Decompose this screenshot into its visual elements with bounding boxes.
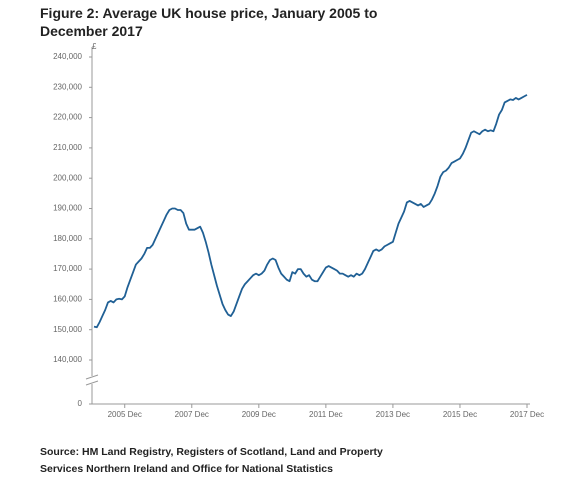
- line-series: [93, 94, 528, 329]
- y-tick-label: 150,000: [53, 325, 82, 334]
- y-tick-label: 230,000: [53, 82, 82, 91]
- x-tick-label: 2005 Dec: [108, 410, 142, 419]
- x-tick-label: 2011 Dec: [309, 410, 343, 419]
- chart: £ 0 140,000 150,000 160,000 170,000 180,000 19…: [53, 42, 544, 419]
- y-tick-label: 170,000: [53, 264, 82, 273]
- axis-break: [85, 374, 99, 386]
- x-tick-label: 2013 Dec: [376, 410, 410, 419]
- y-tick-label: 190,000: [53, 204, 82, 213]
- y-tick-label: 220,000: [53, 113, 82, 122]
- y-tick-label: 180,000: [53, 234, 82, 243]
- source-note: Source: HM Land Registry, Registers of S…: [40, 446, 383, 475]
- x-tick-label: 2017 Dec: [510, 410, 544, 419]
- chart-title: Figure 2: Average UK house price, Januar…: [40, 5, 378, 39]
- x-tick-label: 2009 Dec: [242, 410, 276, 419]
- y-tick-label: 160,000: [53, 295, 82, 304]
- x-tick-label: 2015 Dec: [443, 410, 477, 419]
- y-tick-label: 140,000: [53, 355, 82, 364]
- y-tick-label: 240,000: [53, 52, 82, 61]
- axis-break-gap: [86, 376, 98, 384]
- y-tick-label: 0: [78, 399, 83, 408]
- y-unit: £: [92, 42, 97, 51]
- x-tick-label: 2007 Dec: [175, 410, 209, 419]
- y-tick-label: 210,000: [53, 143, 82, 152]
- y-tick-label: 200,000: [53, 173, 82, 182]
